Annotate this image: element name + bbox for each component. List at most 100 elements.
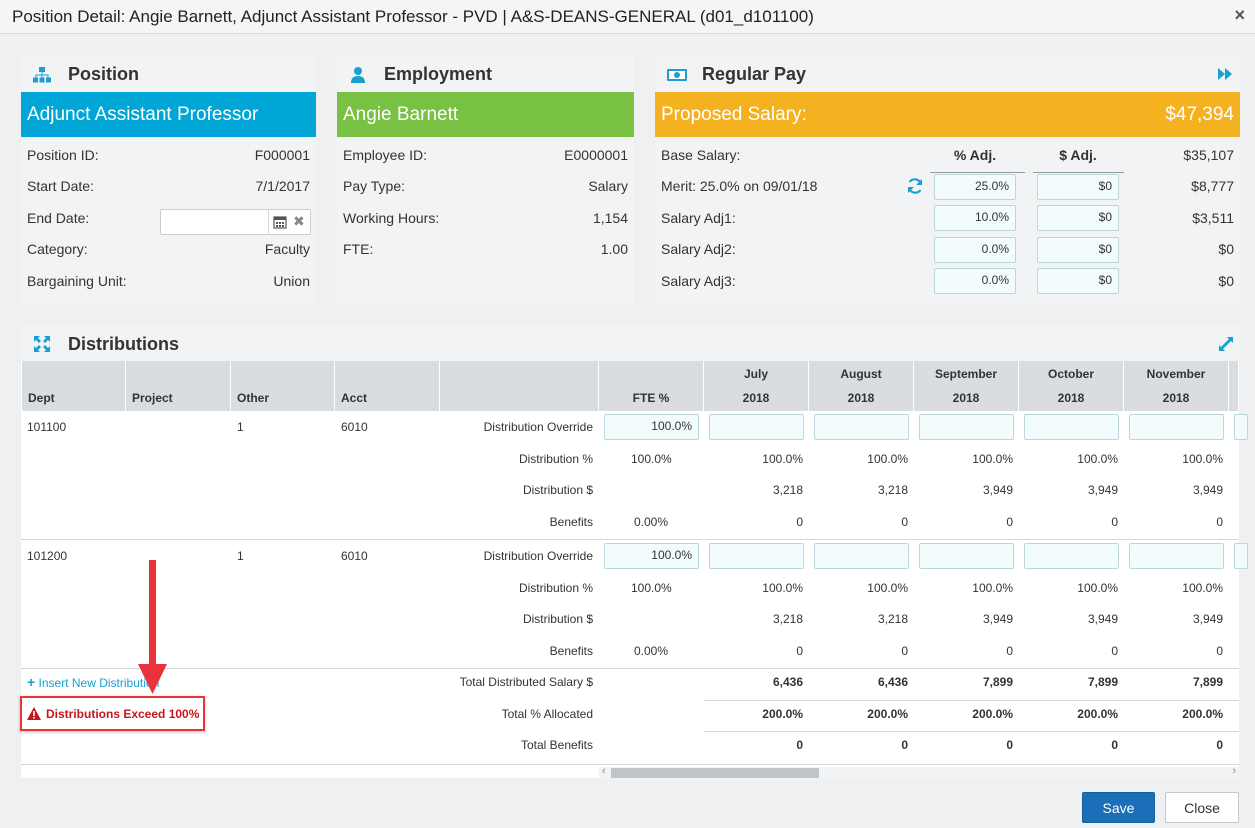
salary-adj3-value: $0 [1218, 273, 1234, 289]
employment-header: Employment [337, 56, 634, 92]
override-month-input[interactable] [1129, 543, 1224, 569]
position-title: Position [68, 64, 139, 84]
total-pct-cell: 200.0% [1182, 707, 1223, 721]
group-divider [21, 539, 1239, 540]
scroll-right-icon[interactable]: › [1232, 765, 1236, 777]
scroll-left-icon[interactable]: ‹ [602, 765, 606, 777]
override-month-input[interactable] [1024, 414, 1119, 440]
salary-adj1-pct-input[interactable]: 10.0% [934, 205, 1016, 231]
category-value: Faculty [264, 241, 310, 257]
dist-pct-fte: 100.0% [631, 581, 672, 595]
benefits-cell: 0 [1111, 515, 1118, 529]
dist-dol-cell: 3,218 [772, 483, 803, 497]
adj-header-underline [930, 172, 1025, 173]
position-header: Position [21, 56, 316, 92]
salary-adj2-pct-input[interactable]: 0.0% [934, 237, 1016, 263]
benefits-cell: 0 [1006, 515, 1013, 529]
salary-adj3-pct-input[interactable]: 0.0% [934, 268, 1016, 294]
save-button[interactable]: Save [1082, 792, 1155, 823]
plus-icon: + [27, 674, 36, 690]
override-month-input[interactable] [1129, 414, 1224, 440]
regular-pay-title: Regular Pay [702, 64, 807, 84]
user-icon [351, 67, 365, 83]
salary-adj3-label: Salary Adj3: [661, 273, 736, 289]
calendar-icon[interactable] [273, 215, 287, 229]
close-icon[interactable]: × [1234, 5, 1245, 25]
dist-pct-fte: 100.0% [631, 452, 672, 466]
salary-adj1-dol-input[interactable]: $0 [1037, 205, 1119, 231]
working-hours-value: 1,154 [592, 210, 628, 226]
override-month-input[interactable] [1234, 414, 1248, 440]
total-pct-cell: 200.0% [972, 707, 1013, 721]
override-fte-input[interactable]: 100.0% [604, 543, 699, 569]
override-month-input[interactable] [919, 414, 1014, 440]
override-month-input[interactable] [919, 543, 1014, 569]
regular-pay-panel: Regular Pay Proposed Salary: $47,394 Bas… [655, 56, 1240, 305]
arrows-expand-icon [34, 336, 50, 352]
dept-cell: 101200 [27, 549, 68, 563]
benefits-cell: 0 [1216, 515, 1223, 529]
row-label-dist-pct: Distribution % [518, 581, 593, 595]
total-benefits-cell: 0 [1006, 738, 1013, 752]
total-benefits-cell: 0 [796, 738, 803, 752]
position-id-value: F000001 [254, 147, 310, 163]
total-pct-cell: 200.0% [867, 707, 908, 721]
fast-forward-icon[interactable] [1218, 68, 1232, 80]
col-header-month: July 2018 [704, 361, 809, 411]
start-date-label: Start Date: [27, 178, 94, 194]
position-row: Category: Faculty [21, 239, 316, 261]
total-pct-cell: 200.0% [762, 707, 803, 721]
end-date-label: End Date: [27, 210, 90, 226]
position-row: Start Date: 7/1/2017 [21, 176, 316, 198]
benefits-cell: 0 [901, 644, 908, 658]
merit-dol-input[interactable]: $0 [1037, 174, 1119, 200]
clear-date-icon[interactable]: ✖ [293, 213, 305, 229]
red-arrow-annotation [138, 560, 167, 694]
org-chart-icon [33, 67, 51, 83]
col-header-month: October 2018 [1019, 361, 1124, 411]
warning-text: Distributions Exceed 100% [46, 707, 200, 721]
scrollbar-thumb[interactable] [611, 768, 819, 778]
merit-pct-input[interactable]: 25.0% [934, 174, 1016, 200]
merit-value: $8,777 [1191, 178, 1234, 194]
total-pct-label: Total % Allocated [501, 707, 593, 721]
override-month-input[interactable] [709, 543, 804, 569]
row-label-dist-dol: Distribution $ [522, 612, 593, 626]
refresh-icon[interactable] [906, 177, 924, 195]
override-month-input[interactable] [814, 414, 909, 440]
col-header-project: Project [126, 361, 231, 411]
regular-pay-header: Regular Pay [655, 56, 1240, 92]
horizontal-scrollbar[interactable]: ‹ › [599, 765, 1239, 779]
acct-cell: 6010 [341, 420, 368, 434]
salary-adj3-row: Salary Adj3: $0 [655, 271, 1240, 293]
salary-adj3-dol-input[interactable]: $0 [1037, 268, 1119, 294]
proposed-salary-value: $47,394 [1165, 104, 1234, 125]
dist-dol-cell: 3,949 [1192, 483, 1223, 497]
override-month-input[interactable] [1234, 543, 1248, 569]
override-month-input[interactable] [814, 543, 909, 569]
col-header-dept: Dept [22, 361, 126, 411]
start-date-value: 7/1/2017 [255, 178, 311, 194]
fte-label: FTE: [343, 241, 374, 257]
insert-distribution-link[interactable]: + Insert New Distribution [27, 674, 159, 690]
title-bar: Position Detail: Angie Barnett, Adjunct … [0, 0, 1255, 34]
override-month-input[interactable] [709, 414, 804, 440]
base-salary-row: Base Salary: $35,107 [655, 145, 1240, 167]
dist-pct-cell: 100.0% [972, 581, 1013, 595]
maximize-icon[interactable] [1218, 336, 1234, 352]
override-month-input[interactable] [1024, 543, 1119, 569]
benefits-cell: 0 [796, 644, 803, 658]
dist-pct-cell: 100.0% [1182, 452, 1223, 466]
salary-adj2-dol-input[interactable]: $0 [1037, 237, 1119, 263]
acct-cell: 6010 [341, 549, 368, 563]
dist-dol-cell: 3,949 [1087, 612, 1118, 626]
override-fte-input[interactable]: 100.0% [604, 414, 699, 440]
position-panel: Position Adjunct Assistant Professor Pos… [21, 56, 316, 305]
employment-row: FTE: 1.00 [337, 239, 634, 261]
end-date-field[interactable]: ✖ [160, 209, 311, 235]
proposed-salary-label: Proposed Salary: [661, 104, 807, 125]
salary-adj1-value: $3,511 [1192, 210, 1234, 226]
dist-dol-cell: 3,218 [877, 612, 908, 626]
close-button[interactable]: Close [1165, 792, 1239, 823]
salary-adj1-label: Salary Adj1: [661, 210, 736, 226]
